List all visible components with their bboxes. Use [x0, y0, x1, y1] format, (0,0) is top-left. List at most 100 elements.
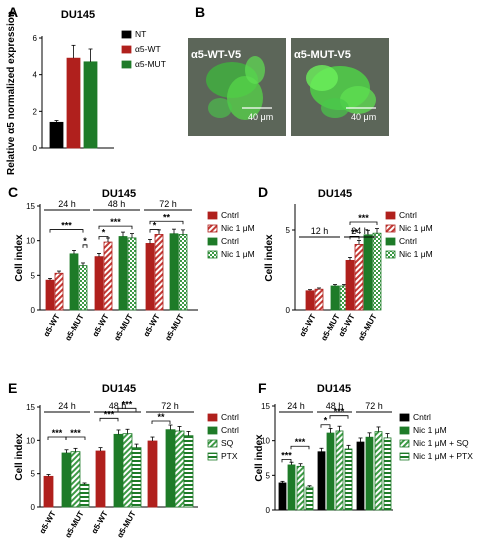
- y-tick-label-1: 5: [31, 470, 36, 479]
- legend-swatch-3: [385, 250, 396, 259]
- panel-letter-c: C: [8, 184, 18, 200]
- y-tick-label-1: 5: [31, 271, 36, 280]
- legend-label-0: Cntrl: [221, 210, 239, 220]
- bar-e-11: [183, 435, 194, 508]
- sig-bracket-1: [290, 445, 310, 450]
- chart-title: DU145: [102, 188, 136, 200]
- bar-c-2-0: [94, 256, 104, 311]
- y-tick-label-0: 0: [31, 503, 36, 512]
- panel-letter-e: E: [8, 380, 17, 396]
- group-label-1: 48 h: [326, 401, 344, 411]
- legend-swatch-2: [121, 60, 132, 69]
- bar-d-2-0: [345, 259, 355, 311]
- y-tick-label-2: 10: [26, 237, 35, 246]
- sig-label-3: ***: [334, 407, 345, 417]
- sig-label-2: ***: [104, 409, 115, 419]
- sig-bracket-5: [149, 220, 184, 225]
- bar-c-2-1: [103, 241, 113, 311]
- y-tick-label-2: 10: [261, 437, 270, 446]
- legend-swatch-2: [385, 237, 396, 246]
- legend-swatch-1: [207, 426, 218, 435]
- micrograph-wt: α5-WT-V5 40 μm: [188, 38, 286, 136]
- group-label-2: 72 h: [365, 401, 383, 411]
- y-axis-label: Relative α5 normalized expression: [6, 11, 17, 175]
- legend-label-1: Cntrl: [221, 425, 239, 435]
- sig-bracket-1: [82, 244, 88, 248]
- group-label-1: 24 h: [351, 226, 369, 236]
- y-tick-label-0: 0: [286, 306, 291, 315]
- bar-f-2: [296, 465, 305, 511]
- sig-label-4: **: [157, 412, 165, 422]
- bar-c-1-0: [69, 253, 79, 311]
- bar-c-1-1: [78, 265, 88, 311]
- bar-c-3-1: [127, 237, 137, 311]
- bar-f-11: [383, 437, 392, 511]
- sig-label-1: *: [83, 236, 87, 246]
- legend-label-2: SQ: [221, 438, 234, 448]
- legend-label-1: α5-WT: [135, 44, 161, 54]
- bar-a-0: [49, 121, 64, 149]
- bar-e-4: [95, 450, 106, 508]
- legend-label-0: Cntrl: [221, 412, 239, 422]
- legend-swatch-0: [399, 413, 410, 422]
- x-tick-label-5: α5-MUT: [163, 312, 186, 342]
- panel-letter-f: F: [258, 380, 267, 396]
- x-tick-label-0: α5-WT: [38, 509, 58, 535]
- bar-f-5: [326, 432, 335, 511]
- y-axis-label: Cell index: [14, 433, 25, 481]
- sig-label-3: ***: [122, 399, 133, 409]
- legend-label-3: PTX: [221, 451, 238, 461]
- bar-e-0: [43, 475, 54, 508]
- panel-letter-b: B: [195, 4, 205, 20]
- micrograph-mut: α5-MUT-V5 40 μm: [291, 38, 389, 136]
- legend-label-0: Cntrl: [399, 210, 417, 220]
- sig-label-0: ***: [61, 221, 72, 231]
- sig-label-1: ***: [358, 213, 369, 223]
- legend-swatch-0: [207, 413, 218, 422]
- bar-f-0: [278, 482, 287, 511]
- sig-label-0: ***: [281, 450, 292, 460]
- legend-label-1: Nic 1 μM: [221, 223, 255, 233]
- sig-bracket-0: [281, 458, 292, 463]
- bar-f-3: [305, 486, 314, 511]
- bar-c-4-0: [145, 243, 155, 311]
- legend-label-3: Nic 1 μM: [399, 249, 433, 259]
- group-label-1: 48 h: [109, 401, 127, 411]
- sig-bracket-2: [98, 236, 109, 240]
- legend-label-1: Nic 1 μM: [413, 425, 447, 435]
- sig-bracket-1: [349, 221, 378, 225]
- legend-swatch-0: [385, 211, 396, 220]
- legend-label-2: Cntrl: [399, 236, 417, 246]
- y-tick-label-3: 15: [261, 402, 270, 411]
- panel-letter-d: D: [258, 184, 268, 200]
- scale-bar-mut: 40 μm: [351, 112, 376, 122]
- bar-f-10: [374, 431, 383, 511]
- legend-label-2: α5-MUT: [135, 59, 166, 69]
- x-tick-label-3: α5-MUT: [112, 312, 135, 342]
- legend-swatch-1: [121, 45, 132, 54]
- bar-f-7: [344, 448, 353, 511]
- legend-swatch-3: [207, 250, 218, 259]
- bar-d-3-1: [372, 232, 382, 311]
- y-tick-label-0: 0: [31, 306, 36, 315]
- legend-swatch-3: [399, 452, 410, 461]
- bar-f-9: [365, 436, 374, 511]
- sig-bracket-2: [99, 417, 119, 422]
- group-label-0: 12 h: [311, 226, 329, 236]
- bar-c-5-1: [178, 234, 188, 311]
- sig-bracket-1: [65, 436, 86, 440]
- bar-c-3-0: [118, 236, 128, 311]
- bar-e-5: [113, 433, 124, 508]
- y-tick-label-0: 0: [33, 144, 38, 153]
- legend-swatch-2: [207, 439, 218, 448]
- legend-swatch-1: [207, 224, 218, 233]
- sig-label-1: ***: [295, 437, 306, 447]
- legend-swatch-0: [121, 30, 132, 39]
- label-mut-v5: α5-MUT-V5: [294, 49, 351, 61]
- legend-swatch-1: [399, 426, 410, 435]
- legend-swatch-1: [385, 224, 396, 233]
- group-label-0: 24 h: [58, 401, 76, 411]
- bar-e-10: [174, 430, 185, 508]
